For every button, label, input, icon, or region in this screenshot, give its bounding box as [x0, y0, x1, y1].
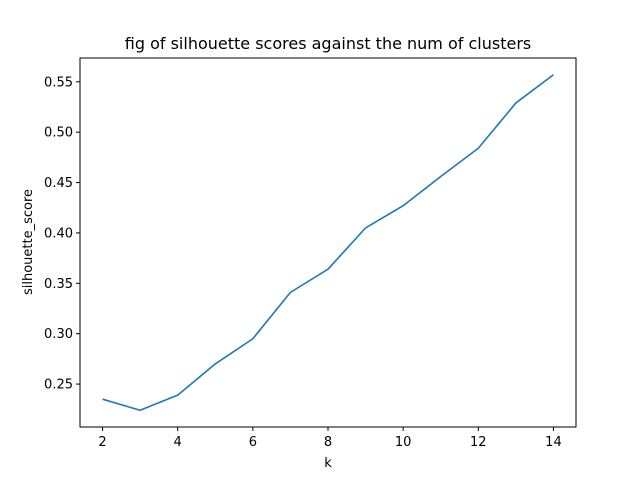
- x-tick-label: 4: [174, 435, 182, 450]
- x-tick-label: 8: [324, 435, 332, 450]
- x-axis-ticks: 2 4 6 8 10 12 14: [98, 427, 562, 450]
- series-layer: [102, 74, 554, 412]
- x-tick-label: 2: [98, 435, 106, 450]
- y-tick-label: 0.50: [44, 126, 73, 141]
- chart-title: fig of silhouette scores against the num…: [125, 34, 531, 53]
- y-tick-label: 0.40: [44, 226, 73, 241]
- y-tick-label: 0.30: [44, 327, 73, 342]
- y-axis-ticks: 0.25 0.30 0.35 0.40 0.45 0.50 0.55: [44, 75, 80, 393]
- y-axis-label: silhouette_score: [21, 189, 36, 295]
- x-tick-label: 6: [249, 435, 257, 450]
- x-tick-label: 14: [545, 435, 562, 450]
- x-tick-label: 10: [395, 435, 412, 450]
- y-tick-label: 0.35: [44, 277, 73, 292]
- x-tick-label: 12: [470, 435, 487, 450]
- x-axis-label: k: [324, 456, 332, 471]
- y-tick-label: 0.55: [44, 75, 73, 90]
- y-tick-label: 0.25: [44, 378, 73, 393]
- y-tick-label: 0.45: [44, 176, 73, 191]
